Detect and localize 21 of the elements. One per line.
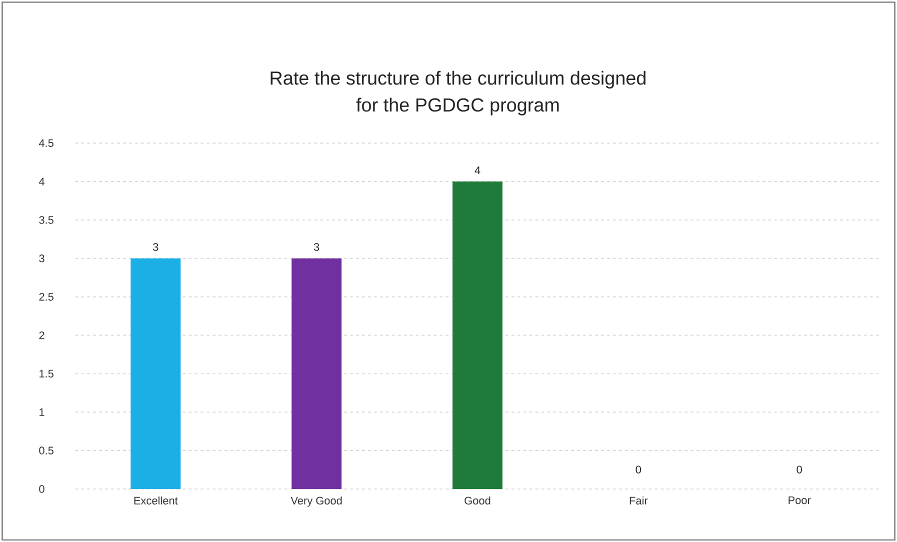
x-tick-label: Poor	[788, 496, 811, 504]
y-tick-label: 1	[40, 408, 44, 416]
data-label: 0	[636, 466, 642, 474]
x-tick-label: Fair	[630, 496, 648, 504]
x-tick-label: Very Good	[290, 496, 342, 507]
y-tick-label: 0	[39, 485, 44, 493]
y-tick-label: 3	[39, 254, 44, 262]
y-tick-label: 4.5	[38, 139, 54, 147]
y-tick-label: 3.5	[39, 216, 54, 224]
y-tick-label: 2	[39, 331, 44, 340]
data-label: 4	[474, 166, 480, 174]
y-tick-label: 4	[38, 178, 44, 186]
data-label: 0	[796, 466, 802, 474]
y-tick-label: 0.5	[39, 446, 54, 454]
data-label: 3	[153, 243, 158, 251]
x-tick-label: Good	[464, 496, 490, 504]
y-tick-label: 2.5	[39, 292, 54, 301]
y-tick-label: 1.5	[40, 370, 54, 378]
data-label: 3	[314, 243, 320, 251]
chart-title: Rate the structure of the curriculum designed for the PGDGC program	[270, 70, 646, 116]
x-tick-label: Excellent	[134, 496, 178, 504]
